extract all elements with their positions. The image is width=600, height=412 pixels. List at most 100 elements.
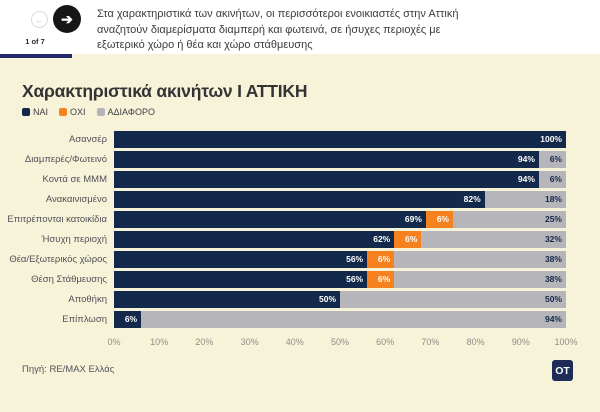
bar-segment-yes[interactable]: 94% bbox=[114, 170, 539, 188]
slide-counter: 1 of 7 bbox=[25, 37, 45, 46]
bar-value-label: 6% bbox=[405, 234, 418, 244]
x-axis-tick: 10% bbox=[150, 337, 169, 347]
bar-segment-neutral[interactable]: 94% bbox=[141, 310, 566, 328]
bar-segment-yes[interactable]: 69% bbox=[114, 210, 426, 228]
bar-value-label: 18% bbox=[544, 194, 562, 204]
bar-track: 62% 6% 32% bbox=[114, 230, 566, 248]
bar-value-label: 50% bbox=[544, 294, 562, 304]
chart-row: Επίπλωση 6% 94% bbox=[0, 309, 600, 329]
bar-segment-neutral[interactable]: 18% bbox=[484, 190, 566, 208]
bar-value-label: 56% bbox=[346, 254, 364, 264]
chart-source: Πηγή: RE/MAX Ελλάς bbox=[22, 364, 115, 375]
bar-segment-neutral[interactable]: 38% bbox=[394, 270, 566, 288]
x-axis: 0% 10% 20% 30% 40% 50% 60% 70% 80% 90% 100% bbox=[107, 337, 577, 349]
x-axis-tick: 70% bbox=[421, 337, 440, 347]
bar-segment-neutral[interactable]: 32% bbox=[421, 230, 566, 248]
bar-segment-yes[interactable]: 56% bbox=[114, 250, 368, 268]
category-label: Επίπλωση bbox=[62, 313, 107, 325]
bar-value-label: 6% bbox=[377, 254, 391, 264]
category-label: Κοντά σε ΜΜΜ bbox=[42, 173, 107, 185]
bar-value-label: 6% bbox=[549, 154, 562, 164]
bar-segment-yes[interactable]: 82% bbox=[114, 190, 485, 208]
category-label: Ασανσέρ bbox=[69, 133, 107, 145]
chart-row: Αποθήκη 50% 50% bbox=[0, 289, 600, 309]
bar-value-label: 94% bbox=[517, 174, 535, 184]
category-label: Ανακαινισμένο bbox=[45, 193, 107, 205]
chart-row: Διαμπερές/Φωτεινό 94% 6% bbox=[0, 149, 600, 169]
category-label: Θέα/Εξωτερικός χώρος bbox=[9, 253, 107, 265]
x-axis-tick: 40% bbox=[285, 337, 304, 347]
bar-value-label: 6% bbox=[436, 214, 449, 224]
chart-row: Ήσυχη περιοχή 62% 6% 32% bbox=[0, 229, 600, 249]
bar-value-label: 6% bbox=[549, 174, 562, 184]
legend-label-no: ΟΧΙ bbox=[70, 107, 86, 117]
bar-track: 50% 50% bbox=[114, 290, 566, 308]
bar-track: 56% 6% 38% bbox=[114, 270, 566, 288]
category-label: Διαμπερές/Φωτεινό bbox=[24, 153, 107, 165]
ot-logo: OT bbox=[552, 360, 573, 381]
bar-value-label: 56% bbox=[346, 274, 364, 284]
bar-track: 94% 6% bbox=[114, 150, 566, 168]
bar-segment-yes[interactable]: 50% bbox=[114, 290, 340, 308]
bar-segment-yes[interactable]: 62% bbox=[114, 230, 395, 248]
next-slide-button[interactable]: ➔ bbox=[53, 5, 81, 33]
bar-value-label: 94% bbox=[517, 154, 535, 164]
bar-value-label: 38% bbox=[544, 274, 562, 284]
bar-segment-no[interactable]: 6% bbox=[367, 250, 395, 268]
legend-item-no: ΟΧΙ bbox=[59, 107, 86, 117]
legend-item-yes: ΝΑΙ bbox=[22, 107, 48, 117]
bar-track: 82% 18% bbox=[114, 190, 566, 208]
legend-label-neutral: ΑΔΙΑΦΟΡΟ bbox=[107, 107, 155, 117]
bar-segment-no[interactable]: 6% bbox=[394, 230, 422, 248]
legend-label-yes: ΝΑΙ bbox=[33, 107, 49, 117]
bar-segment-yes[interactable]: 100% bbox=[114, 130, 566, 148]
legend-swatch-no bbox=[59, 108, 68, 116]
slide-description: Στα χαρακτηριστικά των ακινήτων, οι περι… bbox=[97, 8, 459, 51]
bar-segment-neutral[interactable]: 50% bbox=[340, 290, 566, 308]
bar-value-label: 38% bbox=[544, 254, 562, 264]
x-axis-tick: 30% bbox=[240, 337, 259, 347]
bar-segment-no[interactable]: 6% bbox=[367, 270, 395, 288]
bar-value-label: 6% bbox=[124, 314, 138, 324]
bar-segment-no[interactable]: 6% bbox=[425, 210, 453, 228]
bar-track: 69% 6% 25% bbox=[114, 210, 566, 228]
bar-segment-neutral[interactable]: 6% bbox=[538, 170, 566, 188]
bar-value-label: 50% bbox=[318, 294, 336, 304]
bar-segment-neutral[interactable]: 6% bbox=[538, 150, 566, 168]
bar-value-label: 32% bbox=[544, 234, 562, 244]
arrow-left-icon: ← bbox=[35, 14, 44, 25]
bar-value-label: 82% bbox=[463, 194, 481, 204]
slide-progress-fill bbox=[0, 54, 72, 58]
bar-track: 6% 94% bbox=[114, 310, 566, 328]
arrow-right-icon: ➔ bbox=[61, 10, 73, 27]
bar-value-label: 100% bbox=[540, 134, 562, 144]
bar-track: 100% bbox=[114, 130, 566, 148]
chart-legend: ΝΑΙ ΟΧΙ ΑΔΙΑΦΟΡΟ bbox=[22, 107, 155, 117]
bar-value-label: 94% bbox=[544, 314, 562, 324]
x-axis-tick: 90% bbox=[511, 337, 530, 347]
prev-slide-button[interactable]: ← bbox=[31, 11, 48, 28]
x-axis-tick: 100% bbox=[554, 337, 578, 347]
chart-row: Θέση Στάθμευσης 56% 6% 38% bbox=[0, 269, 600, 289]
bar-segment-neutral[interactable]: 25% bbox=[452, 210, 566, 228]
legend-swatch-yes bbox=[22, 108, 30, 116]
story-header: ← ➔ 1 of 7 Στα χαρακτηριστικά των ακινήτ… bbox=[0, 0, 600, 54]
bar-segment-yes[interactable]: 6% bbox=[114, 310, 142, 328]
x-axis-tick: 20% bbox=[195, 337, 214, 347]
chart-title: Χαρακτηριστικά ακινήτων Ι ΑΤΤΙΚΗ bbox=[22, 81, 308, 101]
legend-swatch-neutral bbox=[96, 108, 105, 116]
bar-segment-yes[interactable]: 94% bbox=[114, 150, 539, 168]
chart-row: Ανακαινισμένο 82% 18% bbox=[0, 189, 600, 209]
bar-segment-yes[interactable]: 56% bbox=[114, 270, 368, 288]
category-label: Ήσυχη περιοχή bbox=[41, 233, 107, 245]
category-label: Επιτρέπονται κατοικίδια bbox=[7, 213, 107, 225]
bar-track: 56% 6% 38% bbox=[114, 250, 566, 268]
bar-value-label: 25% bbox=[544, 214, 562, 224]
x-axis-tick: 80% bbox=[466, 337, 485, 347]
bar-segment-neutral[interactable]: 38% bbox=[394, 250, 566, 268]
bar-value-label: 6% bbox=[377, 274, 391, 284]
bar-track: 94% 6% bbox=[114, 170, 566, 188]
chart-row: Θέα/Εξωτερικός χώρος 56% 6% 38% bbox=[0, 249, 600, 269]
bar-value-label: 69% bbox=[404, 214, 422, 224]
